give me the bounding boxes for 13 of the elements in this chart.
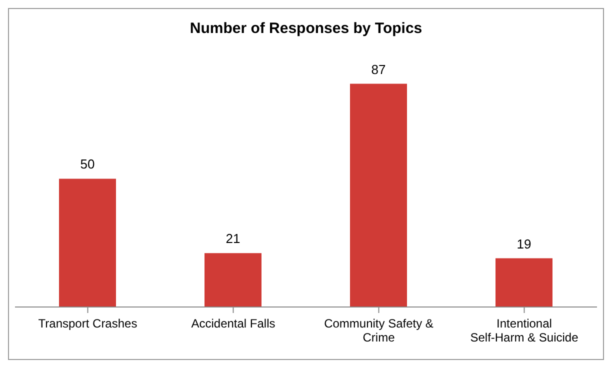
x-tick-label: Accidental Falls [191, 316, 276, 331]
x-tick-label: Community Safety & Crime [324, 316, 434, 345]
bar [496, 258, 552, 307]
chart-title: Number of Responses by Topics [188, 19, 424, 39]
bar [204, 253, 262, 307]
bar [59, 178, 116, 307]
data-label: 21 [226, 231, 240, 246]
bar [350, 84, 407, 307]
data-label: 19 [516, 236, 532, 252]
x-tick-label: Transport Crashes [38, 316, 138, 331]
data-label: 50 [80, 156, 95, 172]
data-label: 87 [371, 62, 386, 77]
x-tick-label: Intentional Self-Harm & Suicide [470, 316, 579, 345]
